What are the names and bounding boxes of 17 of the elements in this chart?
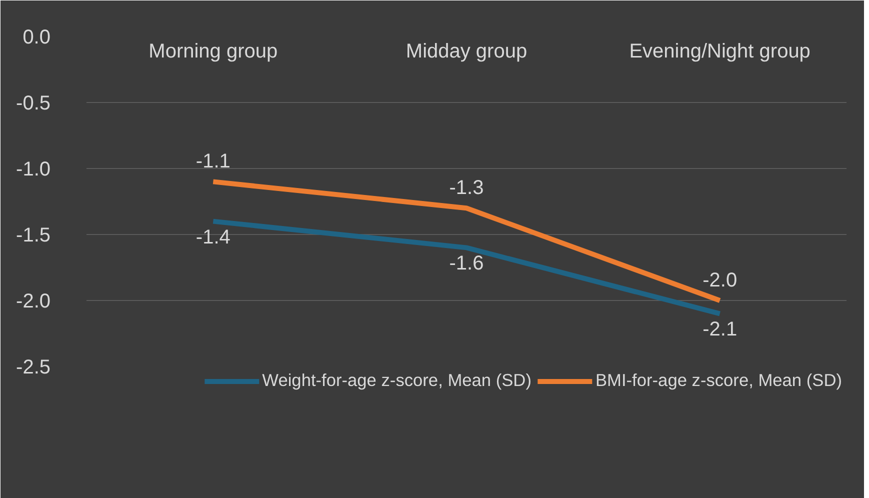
legend-label: Weight-for-age z-score, Mean (SD) [262, 370, 532, 391]
x-tick-label: Morning group [148, 40, 278, 62]
y-tick-label: -2.0 [16, 290, 51, 312]
data-label: -1.4 [196, 226, 230, 248]
data-label: -1.6 [449, 252, 484, 275]
x-tick-label: Midday group [406, 40, 528, 62]
y-tick-label: -1.5 [16, 224, 51, 246]
data-label: -1.3 [449, 177, 484, 200]
data-label: -1.1 [196, 150, 230, 173]
y-tick-label: -1.0 [16, 158, 51, 180]
y-tick-label: 0.0 [22, 26, 51, 48]
x-tick-label: Evening/Night group [629, 40, 810, 62]
legend-label: BMI-for-age z-score, Mean (SD) [595, 370, 842, 391]
y-tick-label: -0.5 [16, 92, 51, 114]
data-label: -2.1 [702, 318, 738, 341]
y-tick-label: -2.5 [16, 356, 51, 378]
data-label: -2.0 [702, 270, 738, 292]
